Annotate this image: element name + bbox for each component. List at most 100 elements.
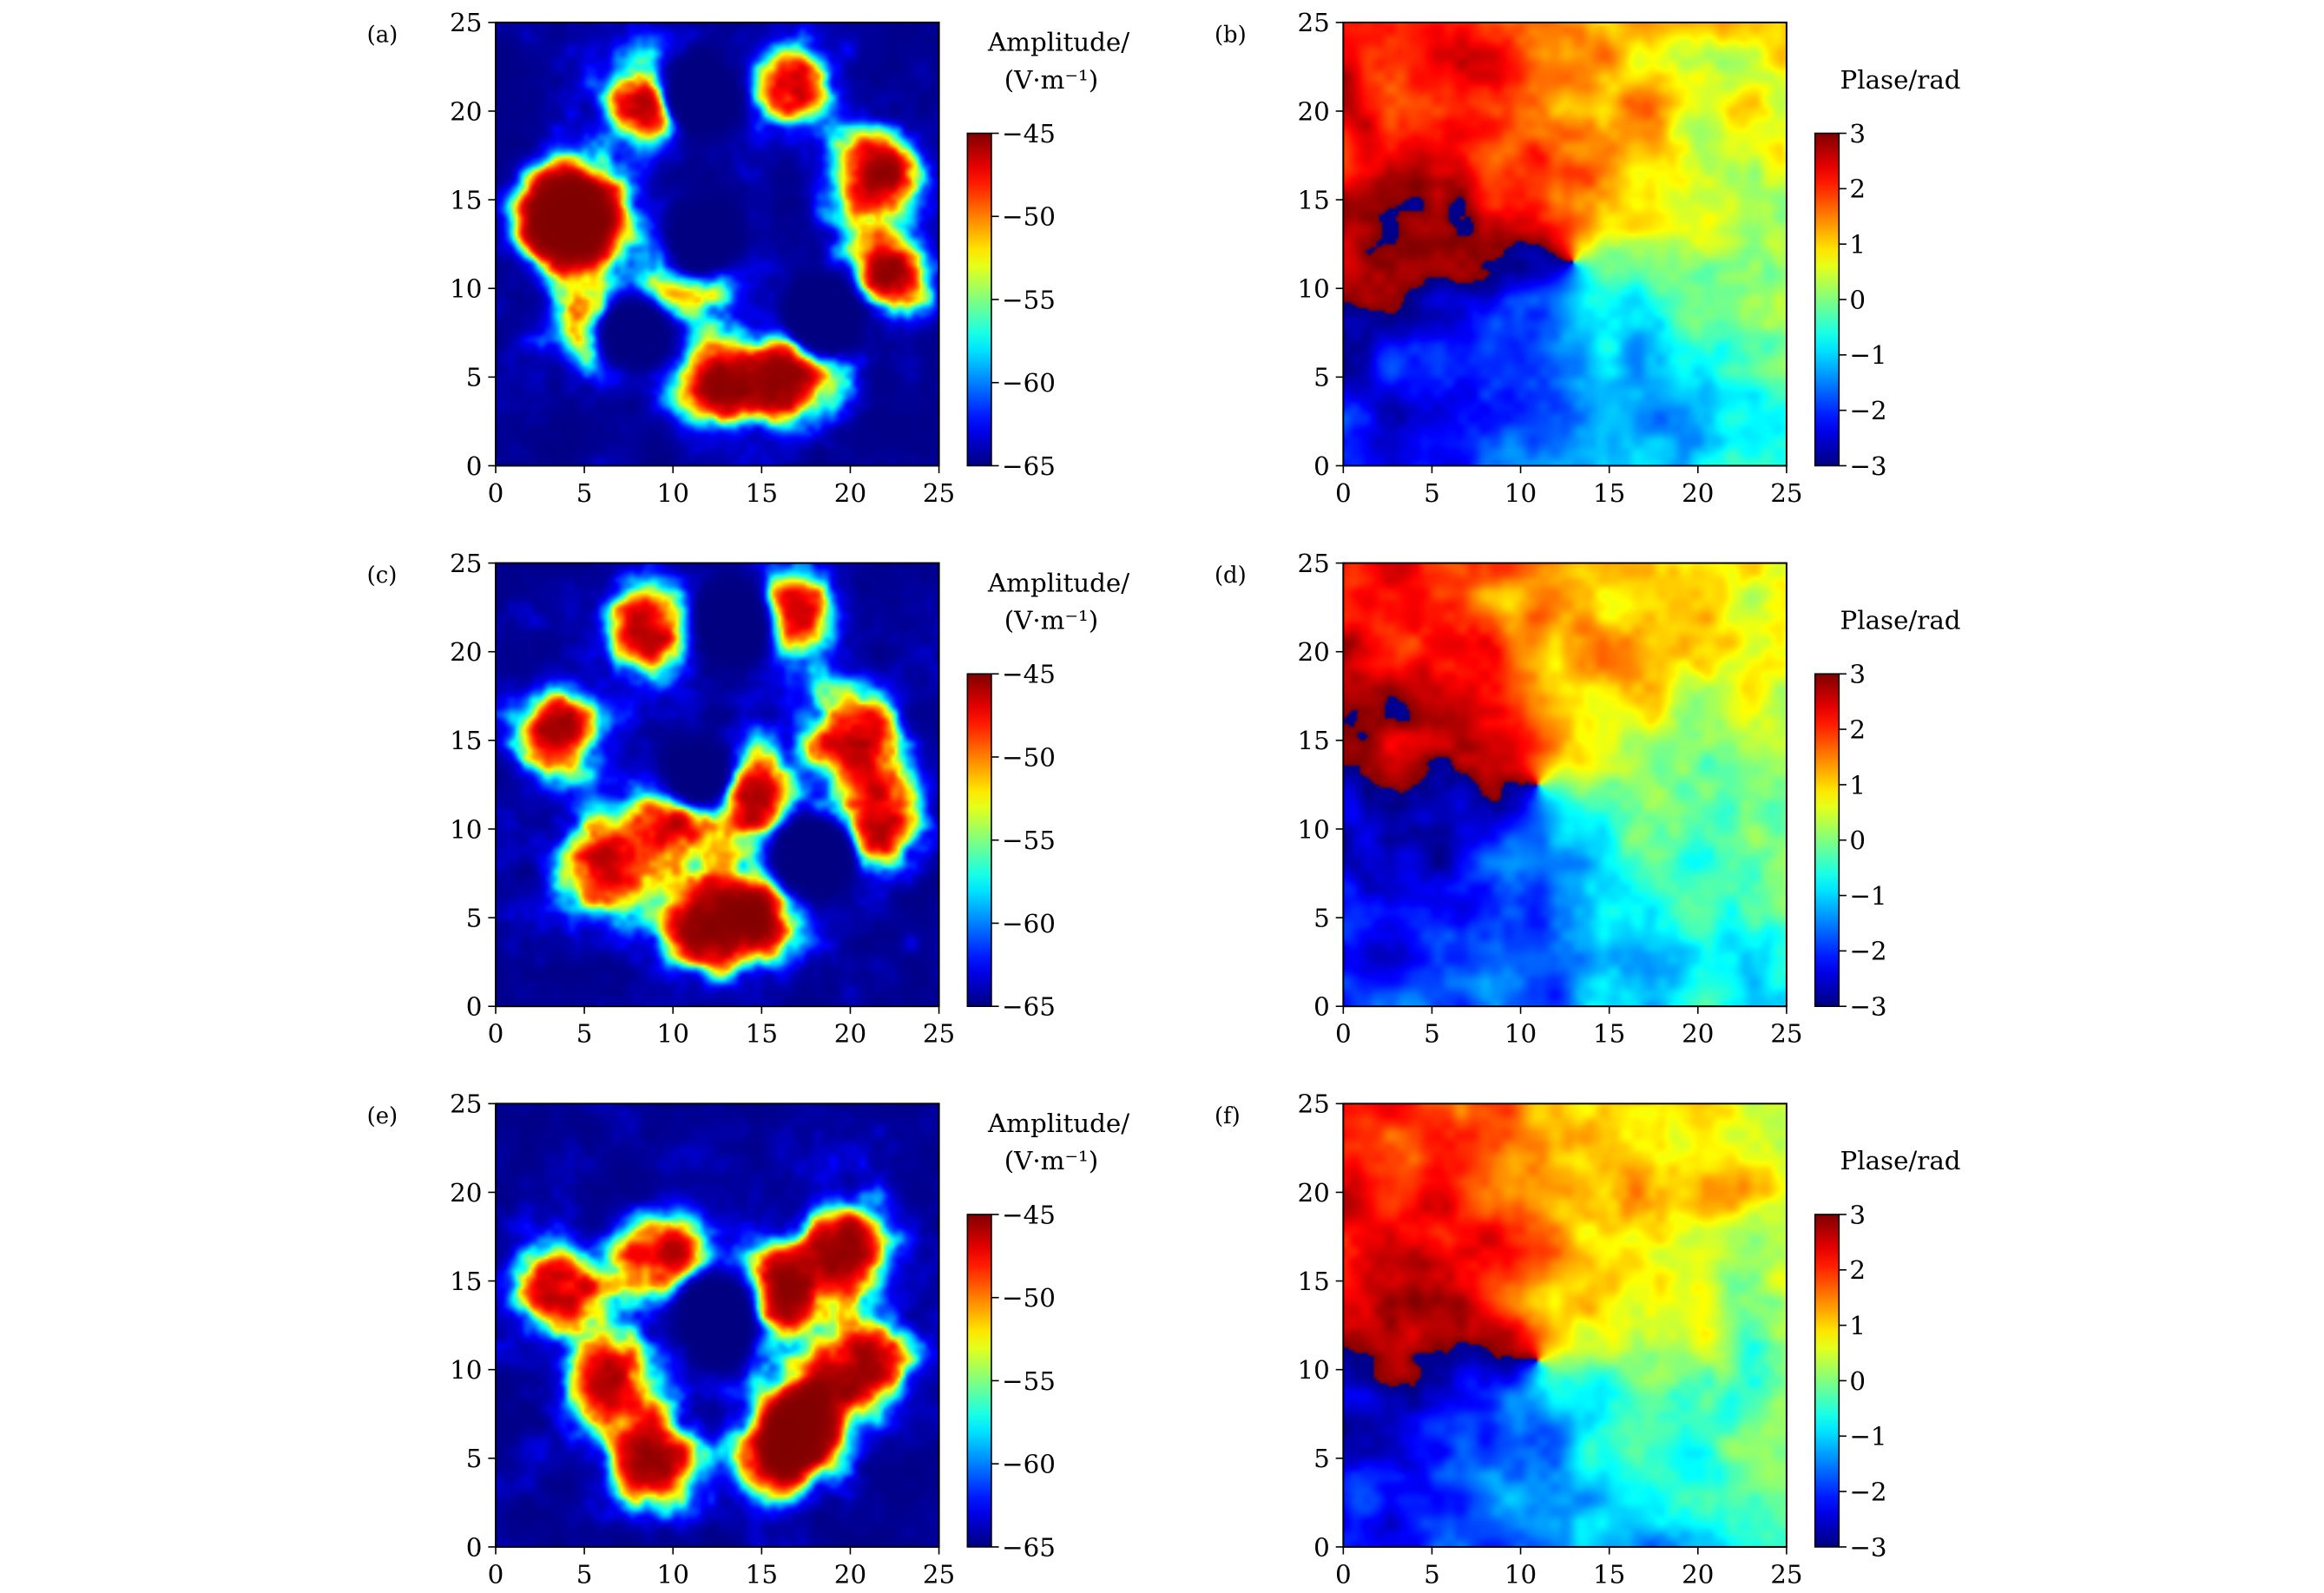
x-tick-label: 25	[923, 478, 955, 508]
axes-frame	[1342, 1103, 1787, 1548]
axes-frame	[494, 21, 940, 467]
x-tick-label: 15	[1593, 1559, 1625, 1589]
colorbar-unit: (V·m⁻¹)	[1004, 1146, 1098, 1175]
x-tick-label: 5	[1424, 478, 1440, 508]
y-tick-label: 20	[1297, 1178, 1329, 1208]
x-tick-label: 0	[1335, 1019, 1352, 1049]
colorbar-tick-label: −50	[1002, 1283, 1056, 1313]
colorbar-tick-label: −2	[1849, 396, 1886, 425]
colorbar	[966, 132, 992, 467]
y-tick-label: 10	[450, 1355, 482, 1385]
heatmap-image	[495, 1103, 939, 1547]
x-tick-label: 0	[1335, 478, 1352, 508]
x-tick-label: 5	[576, 1019, 593, 1049]
x-tick-label: 5	[576, 1559, 593, 1589]
y-tick-label: 15	[450, 185, 482, 214]
y-tick-label: 5	[466, 903, 483, 932]
axes-frame	[1342, 562, 1787, 1008]
colorbar-tick-label: −1	[1849, 340, 1886, 370]
colorbar-tick-label: −65	[1002, 992, 1056, 1022]
heatmap-image	[495, 22, 939, 466]
colorbar-tick-label: −1	[1849, 881, 1886, 911]
x-tick-label: 0	[488, 478, 504, 508]
y-tick-label: 0	[466, 992, 483, 1022]
x-tick-label: 10	[1504, 1559, 1537, 1589]
y-tick-label: 0	[466, 1532, 483, 1562]
colorbar-tick-label: 3	[1849, 119, 1866, 148]
panel-c: (c) 0 5 10 15 20 25 0 5 10 15 20 25 −45 −50 −55 −60 −65 Am…	[367, 549, 1130, 1049]
y-tick-label: 10	[1297, 814, 1329, 844]
x-tick-label: 10	[1504, 478, 1537, 508]
y-tick-label: 0	[1313, 451, 1330, 481]
y-tick-label: 25	[1297, 549, 1329, 578]
colorbar-tick-label: −50	[1002, 202, 1056, 232]
panel-label: (f)	[1215, 1103, 1241, 1129]
x-tick-label: 20	[1682, 478, 1714, 508]
colorbar-tick-label: −60	[1002, 909, 1056, 938]
y-tick-label: 25	[1297, 1089, 1329, 1119]
x-tick-label: 25	[923, 1019, 955, 1049]
x-tick-label: 10	[657, 1019, 689, 1049]
x-tick-label: 15	[746, 1559, 778, 1589]
x-tick-label: 10	[1504, 1019, 1537, 1049]
y-tick-label: 20	[1297, 637, 1329, 667]
colorbar-label: Plase/rad	[1840, 1146, 1960, 1175]
heatmap-image	[495, 563, 939, 1007]
x-tick-label: 25	[1770, 1019, 1802, 1049]
panel-b: (b)0 5 10 15 20 2505101520253210−1−2−3Plase/r…	[1215, 8, 1961, 508]
x-tick-label: 0	[488, 1019, 504, 1049]
colorbar-tick-label: 1	[1849, 230, 1866, 260]
y-tick-label: 25	[450, 1089, 482, 1119]
colorbar-tick-label: 2	[1849, 174, 1866, 204]
colorbar	[966, 1214, 992, 1548]
colorbar-tick-label: −3	[1849, 1532, 1886, 1562]
y-tick-label: 25	[450, 8, 482, 37]
y-tick-label: 5	[1313, 1444, 1330, 1473]
panel-e: (e) 0 5 10 15 20 25 0 5 10 15 20 25 −45 −50 −55 −60 −65 Am…	[367, 1089, 1130, 1590]
colorbar-label: Plase/rad	[1840, 606, 1960, 635]
colorbar-tick-label: 3	[1849, 660, 1866, 689]
colorbar-tick-label: −45	[1002, 119, 1056, 148]
colorbar-tick-label: 2	[1849, 1255, 1866, 1285]
colorbar-tick-label: −55	[1002, 285, 1056, 314]
colorbar-tick-label: −65	[1002, 1532, 1056, 1562]
y-tick-label: 0	[1313, 1532, 1330, 1562]
colorbar	[1814, 132, 1840, 467]
colorbar	[1814, 673, 1840, 1008]
colorbar-tick-label: 0	[1849, 826, 1866, 855]
x-tick-label: 15	[1593, 1019, 1625, 1049]
panel-label: (c)	[367, 563, 398, 589]
colorbar-tick-label: −3	[1849, 451, 1886, 481]
colorbar-tick-label: 0	[1849, 1366, 1866, 1396]
heatmap-image	[1343, 1103, 1787, 1547]
x-tick-label: 20	[834, 1559, 866, 1589]
colorbar-tick-label: −1	[1849, 1422, 1886, 1451]
x-tick-label: 10	[657, 1559, 689, 1589]
colorbar	[1814, 1214, 1840, 1548]
y-tick-label: 20	[1297, 96, 1329, 126]
y-tick-label: 25	[450, 549, 482, 578]
y-tick-label: 10	[1297, 1355, 1329, 1385]
y-tick-label: 10	[1297, 274, 1329, 304]
colorbar-tick-label: 3	[1849, 1200, 1866, 1229]
colorbar-label: Amplitude/	[987, 1109, 1129, 1138]
heatmap-image	[1343, 22, 1787, 466]
colorbar-tick-label: −2	[1849, 1477, 1886, 1506]
x-tick-label: 5	[576, 478, 593, 508]
colorbar-tick-label: −3	[1849, 992, 1886, 1022]
y-tick-label: 5	[466, 1444, 483, 1473]
x-tick-label: 20	[1682, 1019, 1714, 1049]
y-tick-label: 0	[1313, 992, 1330, 1022]
x-tick-label: 15	[746, 1019, 778, 1049]
panel-a: (a) 0 5 10 15 20 25 0 5 10 15 20 25 −45 −50 −55 −60 −65 Am…	[367, 8, 1130, 508]
colorbar	[966, 673, 992, 1008]
panel-label: (e)	[367, 1103, 398, 1129]
y-tick-label: 15	[1297, 1267, 1329, 1296]
colorbar-tick-label: −55	[1002, 826, 1056, 855]
colorbar-label: Amplitude/	[987, 28, 1129, 57]
colorbar-tick-label: 0	[1849, 285, 1866, 314]
x-tick-label: 15	[1593, 478, 1625, 508]
x-tick-label: 0	[1335, 1559, 1352, 1589]
y-tick-label: 20	[450, 1178, 482, 1208]
colorbar-label: Plase/rad	[1840, 65, 1960, 95]
